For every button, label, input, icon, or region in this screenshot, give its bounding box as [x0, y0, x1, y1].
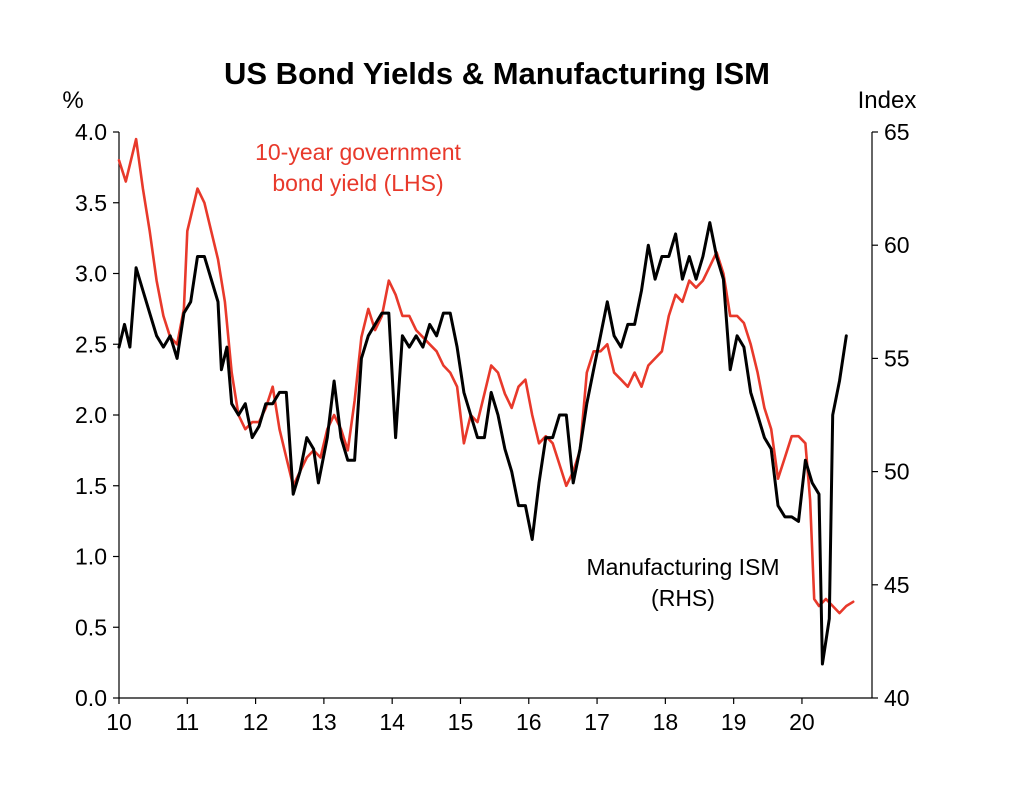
right-tick-label: 60 — [884, 232, 910, 258]
x-tick-label: 15 — [448, 709, 474, 735]
left-tick-label: 0.5 — [75, 614, 107, 640]
left-tick-label: 1.5 — [75, 473, 107, 499]
right-tick-label: 50 — [884, 459, 910, 485]
x-tick-label: 12 — [243, 709, 269, 735]
x-tick-label: 19 — [721, 709, 747, 735]
x-tick-label: 14 — [379, 709, 405, 735]
x-tick-label: 16 — [516, 709, 542, 735]
right-tick-label: 65 — [884, 119, 910, 145]
right-tick-label: 40 — [884, 685, 910, 711]
left-tick-label: 2.0 — [75, 402, 107, 428]
x-tick-label: 18 — [653, 709, 679, 735]
x-tick-label: 13 — [311, 709, 337, 735]
yield-annotation-line1: 10-year government — [255, 139, 461, 165]
chart-title: US Bond Yields & Manufacturing ISM — [224, 56, 770, 91]
right-axis-unit: Index — [858, 87, 917, 114]
left-tick-label: 0.0 — [75, 685, 107, 711]
left-tick-label: 3.0 — [75, 261, 107, 287]
series-layer — [117, 137, 855, 666]
x-tick-label: 11 — [175, 709, 199, 735]
left-tick-label: 4.0 — [75, 119, 107, 145]
x-tick-label: 20 — [789, 709, 815, 735]
ism-line — [117, 221, 848, 666]
ism-annotation-line2: (RHS) — [651, 585, 715, 611]
x-tick-label: 10 — [106, 709, 132, 735]
x-tick-label: 17 — [584, 709, 610, 735]
yield-annotation-line2: bond yield (LHS) — [272, 170, 443, 196]
left-axis-unit: % — [62, 87, 83, 114]
left-tick-label: 3.5 — [75, 190, 107, 216]
right-tick-label: 55 — [884, 345, 910, 371]
left-tick-label: 2.5 — [75, 331, 107, 357]
bond-yield-line — [117, 137, 855, 615]
axes: 0.0 0.5 1.0 1.5 2.0 2.5 3.0 3.5 4.0 40 45 50 55 60 65 1… — [75, 119, 910, 735]
ism-annotation-line1: Manufacturing ISM — [586, 554, 779, 580]
left-tick-label: 1.0 — [75, 544, 107, 570]
right-tick-label: 45 — [884, 572, 910, 598]
